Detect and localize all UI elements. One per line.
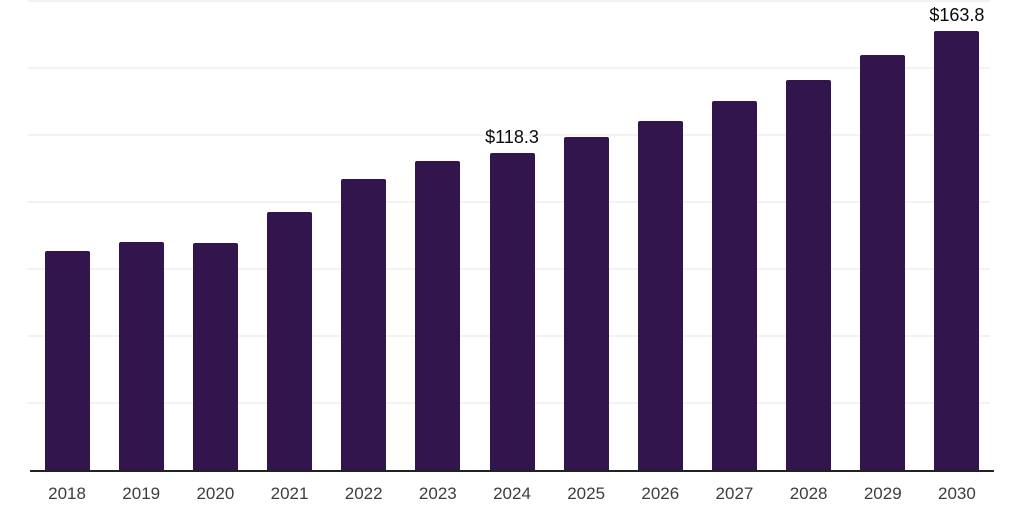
x-tick-label-2018: 2018 (48, 484, 86, 503)
bar-2022 (341, 178, 387, 470)
x-tick-label-2022: 2022 (344, 484, 383, 503)
bar-2024 (489, 152, 535, 470)
bar-2025 (563, 137, 609, 470)
bar-2027 (711, 100, 757, 470)
bar-2023 (415, 160, 461, 470)
bar-2019 (118, 241, 164, 470)
bar-2030 (934, 31, 980, 470)
x-tick-label-2021: 2021 (270, 484, 309, 503)
data-label-2030: $163.8 (929, 5, 985, 26)
data-label-2024: $118.3 (485, 126, 539, 147)
x-tick-label-2029: 2029 (863, 484, 902, 503)
x-tick-label-2023: 2023 (418, 484, 457, 503)
x-tick-label-2024: 2024 (493, 484, 531, 503)
x-tick-label-2019: 2019 (122, 484, 161, 503)
x-tick-label-2030: 2030 (938, 484, 976, 503)
x-axis-line (30, 470, 994, 472)
bar-2026 (637, 121, 683, 470)
gridline-150 (28, 67, 990, 69)
bar-2020 (192, 243, 238, 470)
gridline-125 (28, 134, 990, 136)
bar-2018 (44, 251, 90, 470)
x-tick-label-2020: 2020 (196, 484, 235, 503)
bar-2028 (786, 80, 832, 470)
x-tick-label-2027: 2027 (715, 484, 754, 503)
bar-2029 (860, 55, 906, 470)
bar-2021 (267, 211, 313, 470)
gridline-175 (28, 0, 990, 2)
x-tick-label-2025: 2025 (567, 484, 606, 503)
x-tick-label-2028: 2028 (789, 484, 828, 503)
x-tick-label-2026: 2026 (641, 484, 680, 503)
